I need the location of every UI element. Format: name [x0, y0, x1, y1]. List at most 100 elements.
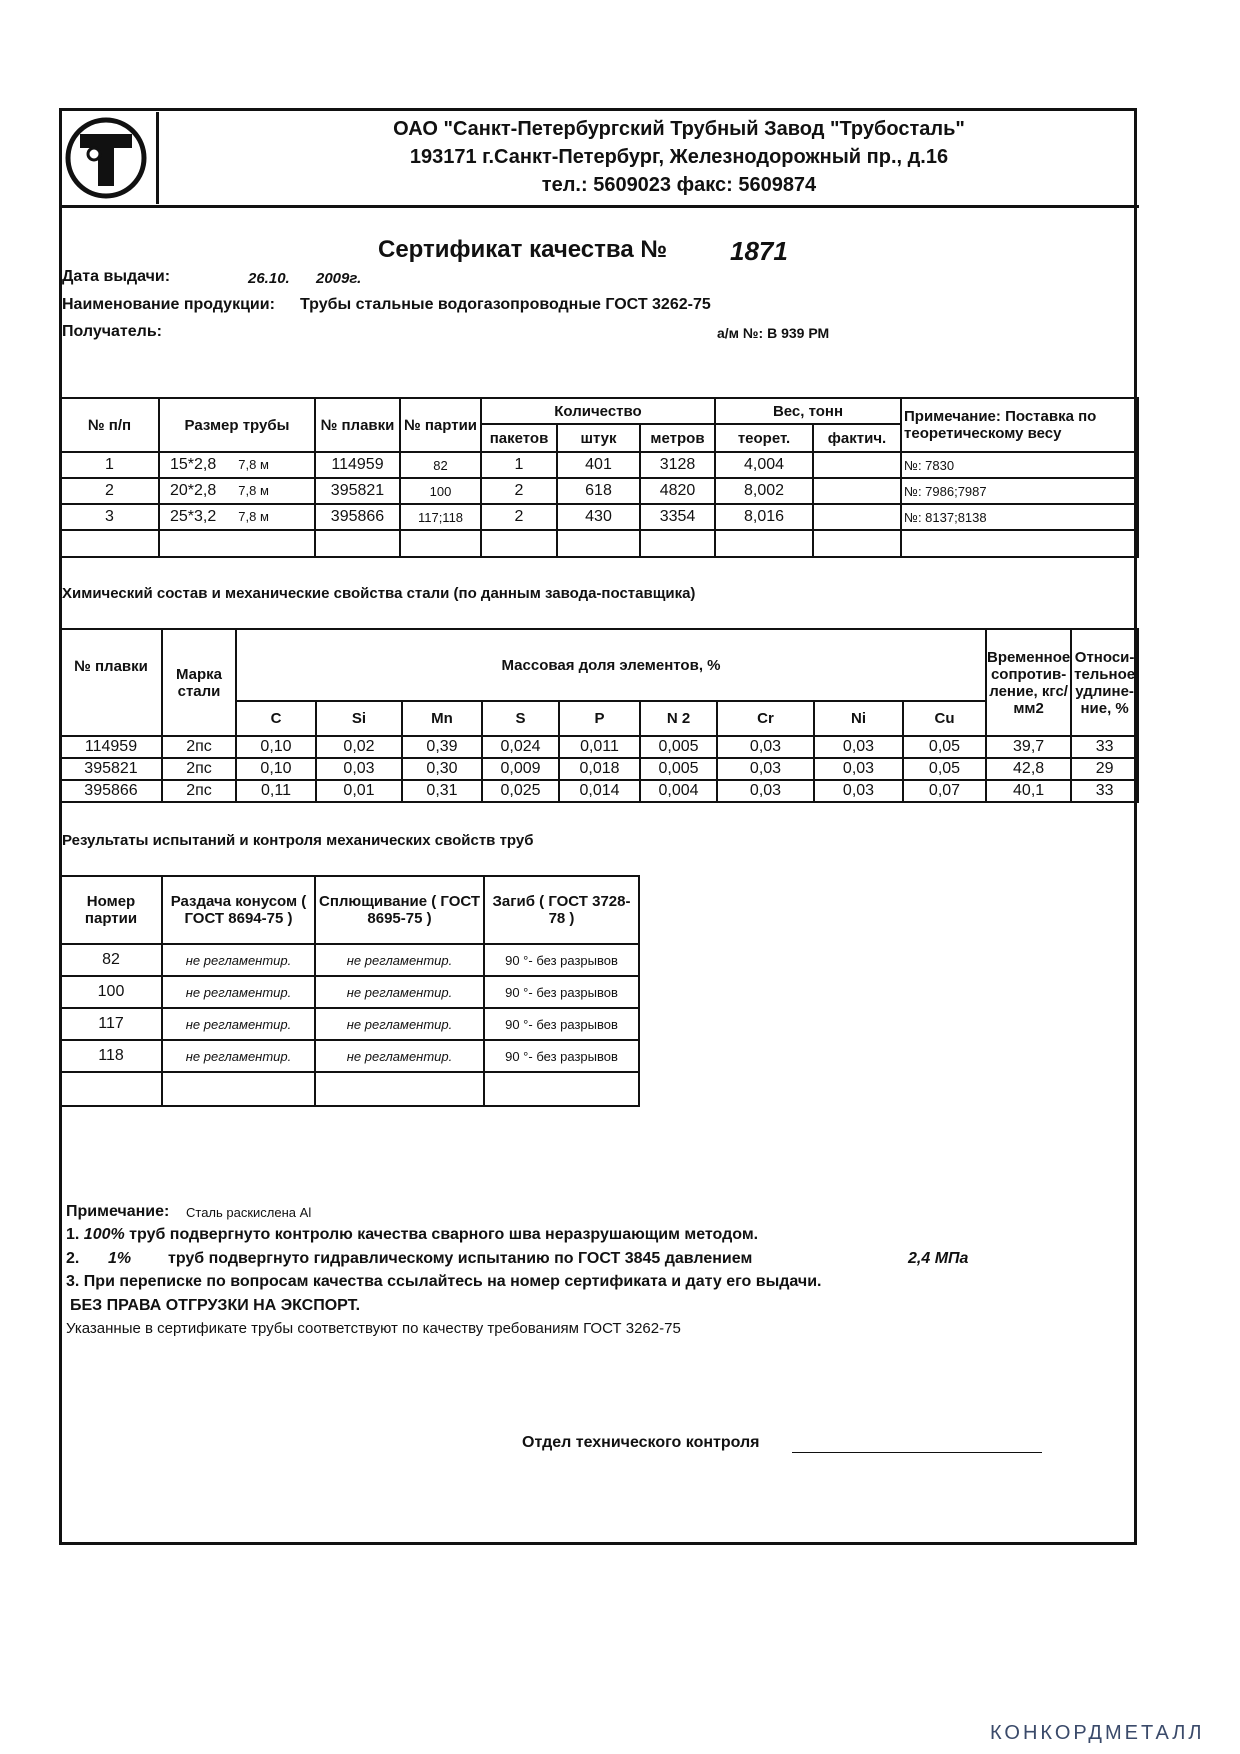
- cell-elongation: 29: [1070, 757, 1139, 781]
- note-deoxidation: Сталь раскислена Al: [186, 1205, 312, 1220]
- col-melt: № плавки: [59, 628, 163, 737]
- cell-batch: 117;118: [399, 503, 482, 531]
- note2-pressure: 2,4 МПа: [908, 1250, 969, 1267]
- length-value: 7,8 м: [238, 457, 269, 472]
- cell-strength: 42,8: [984, 757, 1073, 781]
- table-row: 3 25*3,2 7,8 м 395866 117;118 2 430 3354 8,016 №:…: [59, 503, 1139, 531]
- element-header: C: [235, 700, 317, 737]
- cell-batch: 117: [59, 1007, 163, 1041]
- cell-batch: 100: [59, 975, 163, 1009]
- cell-bend: 90 °- без разрывов: [483, 1007, 640, 1041]
- signature-line: [792, 1452, 1042, 1453]
- export-restriction: БЕЗ ПРАВА ОТГРУЗКИ НА ЭКСПОРТ.: [70, 1297, 361, 1314]
- chemistry-table: № плавки Марка стали Массовая доля элеме…: [59, 628, 1139, 803]
- cell-element: 0,025: [481, 779, 560, 803]
- cell-packs: 1: [480, 451, 558, 479]
- element-header: N 2: [639, 700, 718, 737]
- recipient-label: Получатель:: [62, 323, 162, 340]
- cell-pcs: 430: [556, 503, 641, 531]
- col-pcs: штук: [556, 423, 641, 453]
- tests-title: Результаты испытаний и контроля механиче…: [62, 832, 534, 849]
- tests-table: Номер партии Раздача конусом ( ГОСТ 8694…: [59, 875, 640, 1107]
- table-row: 395821 2пс 0,10 0,03 0,30 0,009 0,018 0,005 0,03…: [59, 757, 1139, 781]
- col-grade: Марка стали: [161, 628, 237, 737]
- col-bend: Загиб ( ГОСТ 3728-78 ): [483, 875, 640, 945]
- cell-pcs: 401: [556, 451, 641, 479]
- table-row: 395866 2пс 0,11 0,01 0,31 0,025 0,014 0,004 0,03…: [59, 779, 1139, 803]
- cell-elongation: 33: [1070, 735, 1139, 759]
- cell-element: 0,03: [716, 735, 815, 759]
- signature-label: Отдел технического контроля: [522, 1434, 760, 1451]
- col-note: Примечание: Поставка по теоретическому в…: [900, 397, 1139, 453]
- shipment-table: № п/п Размер трубы № плавки № партии Кол…: [59, 397, 1139, 558]
- note-label: Примечание:: [66, 1203, 170, 1220]
- document-frame: [59, 108, 1137, 1545]
- size-value: 20*2,8: [170, 482, 217, 499]
- cell-element: 0,05: [902, 735, 987, 759]
- cell-meters: 4820: [639, 477, 716, 505]
- certificate-title: Сертификат качества №: [378, 236, 668, 263]
- cell-note: №: 8137;8138: [900, 503, 1139, 531]
- note1-prefix: 1.: [66, 1226, 80, 1243]
- cell-num: 1: [59, 451, 160, 479]
- element-header: Cu: [902, 700, 987, 737]
- cell-element: 0,03: [813, 779, 904, 803]
- cell-element: 0,30: [401, 757, 483, 781]
- col-num: № п/п: [59, 397, 160, 453]
- watermark: КОНКОРДМЕТАЛЛ: [990, 1722, 1205, 1744]
- note1-percent: 100%: [83, 1226, 125, 1243]
- certificate-number: 1871: [730, 236, 788, 266]
- cell-element: 0,10: [235, 735, 317, 759]
- cell-element: 0,02: [315, 735, 403, 759]
- cell-size: 25*3,2 7,8 м: [158, 503, 316, 531]
- element-header: S: [481, 700, 560, 737]
- cell-melt: 395866: [59, 779, 163, 803]
- vehicle-number: а/м №: В 939 РМ: [717, 325, 830, 341]
- col-meters: метров: [639, 423, 716, 453]
- col-qty: Количество: [480, 397, 716, 425]
- cell-meters: 3128: [639, 451, 716, 479]
- company-name: ОАО "Санкт-Петербургский Трубный Завод "…: [393, 118, 965, 140]
- company-address: 193171 г.Санкт-Петербург, Железнодорожны…: [409, 146, 949, 168]
- cell-melt: 114959: [59, 735, 163, 759]
- cell-pcs: 618: [556, 477, 641, 505]
- cell-element: 0,005: [639, 757, 718, 781]
- cell-strength: 39,7: [984, 735, 1073, 759]
- cell-note: №: 7986;7987: [900, 477, 1139, 505]
- cell-element: 0,01: [315, 779, 403, 803]
- cell-element: 0,018: [558, 757, 641, 781]
- note2-text: труб подвергнуто гидравлическому испытан…: [168, 1250, 753, 1267]
- cell-element: 0,014: [558, 779, 641, 803]
- chem-title: Химический состав и механические свойств…: [62, 585, 696, 602]
- table-row: 114959 2пс 0,10 0,02 0,39 0,024 0,011 0,005 0,03…: [59, 735, 1139, 759]
- cell-size: 15*2,8 7,8 м: [158, 451, 316, 479]
- cell-packs: 2: [480, 503, 558, 531]
- cell-size: 20*2,8 7,8 м: [158, 477, 316, 505]
- note1-text: труб подвергнуто контролю качества сварн…: [129, 1226, 759, 1243]
- table-row: 118 не регламентир. не регламентир. 90 °- б…: [59, 1039, 640, 1073]
- cell-element: 0,024: [481, 735, 560, 759]
- col-packs: пакетов: [480, 423, 558, 453]
- cell-element: 0,004: [639, 779, 718, 803]
- cell-element: 0,31: [401, 779, 483, 803]
- cell-element: 0,005: [639, 735, 718, 759]
- empty-row: [59, 529, 1139, 558]
- table-row: 100 не регламентир. не регламентир. 90 °- б…: [59, 975, 640, 1009]
- cell-element: 0,03: [315, 757, 403, 781]
- cell-elongation: 33: [1070, 779, 1139, 803]
- cell-element: 0,03: [716, 757, 815, 781]
- cell-packs: 2: [480, 477, 558, 505]
- col-strength: Временное сопротив-ление, кгс/мм2: [984, 628, 1073, 737]
- empty-row: [59, 1071, 640, 1107]
- cell-num: 3: [59, 503, 160, 531]
- cell-batch: 100: [399, 477, 482, 505]
- cell-num: 2: [59, 477, 160, 505]
- element-header: Cr: [716, 700, 815, 737]
- table-row: 2 20*2,8 7,8 м 395821 100 2 618 4820 8,002 №: 798…: [59, 477, 1139, 505]
- cell-flattening: не регламентир.: [314, 943, 485, 977]
- element-header: Mn: [401, 700, 483, 737]
- note2-percent: 1%: [108, 1250, 132, 1267]
- col-theor: теорет.: [714, 423, 814, 453]
- table-row: 117 не регламентир. не регламентир. 90 °- б…: [59, 1007, 640, 1041]
- cell-grade: 2пс: [161, 757, 237, 781]
